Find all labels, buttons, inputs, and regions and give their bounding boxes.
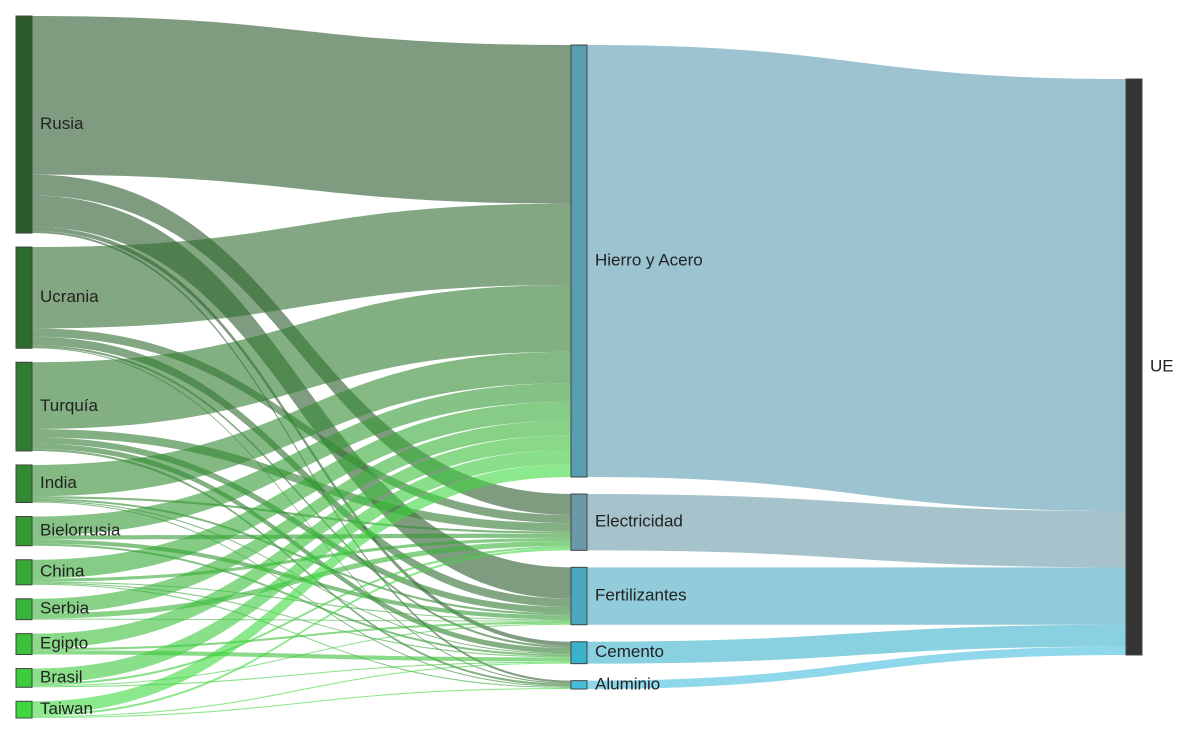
node-label: Egipto	[40, 634, 88, 653]
link	[32, 16, 571, 204]
node	[15, 598, 33, 621]
node	[15, 668, 33, 688]
link	[32, 203, 571, 329]
node-label: Taiwan	[40, 699, 93, 718]
link	[32, 623, 571, 687]
link	[32, 581, 571, 621]
link	[32, 449, 571, 684]
link	[32, 401, 571, 579]
link	[32, 285, 571, 430]
link	[32, 437, 571, 614]
link	[32, 464, 571, 714]
link	[32, 336, 571, 607]
node-label: China	[40, 562, 85, 581]
node	[15, 464, 33, 504]
node-label: Rusia	[40, 114, 84, 133]
node	[15, 246, 33, 349]
node	[1125, 78, 1143, 656]
link	[32, 546, 571, 686]
node-label: Hierro y Acero	[595, 250, 703, 269]
node-label: Turquía	[40, 396, 99, 415]
node-label: Aluminio	[595, 674, 660, 693]
node-label: Cemento	[595, 642, 664, 661]
link	[32, 383, 571, 536]
node-label: Bielorrusia	[40, 521, 121, 540]
link	[32, 543, 571, 657]
link	[587, 45, 1126, 511]
node	[15, 559, 33, 586]
node	[15, 15, 33, 234]
link	[32, 351, 571, 497]
node	[15, 516, 33, 547]
node	[570, 566, 588, 626]
link	[587, 646, 1126, 689]
node-label: UE	[1150, 356, 1174, 375]
link	[587, 624, 1126, 664]
node	[15, 361, 33, 452]
link	[32, 662, 571, 717]
link	[32, 687, 571, 718]
node	[15, 700, 33, 719]
node	[570, 493, 588, 551]
node-label: India	[40, 473, 77, 492]
link	[32, 498, 571, 616]
node	[570, 641, 588, 665]
links	[32, 16, 1126, 718]
node-label: Brasil	[40, 667, 83, 686]
node-label: Serbia	[40, 599, 90, 618]
node	[15, 633, 33, 656]
node-label: Ucrania	[40, 287, 99, 306]
link	[587, 567, 1126, 625]
link	[587, 494, 1126, 568]
link	[32, 195, 571, 599]
link	[32, 429, 571, 532]
node-label: Electricidad	[595, 512, 683, 531]
node-label: Fertilizantes	[595, 586, 687, 605]
link	[32, 420, 571, 614]
link	[32, 621, 571, 651]
link	[32, 548, 571, 716]
node	[570, 44, 588, 478]
node	[570, 680, 588, 690]
link	[32, 435, 571, 649]
link	[32, 540, 571, 619]
link	[32, 661, 571, 688]
